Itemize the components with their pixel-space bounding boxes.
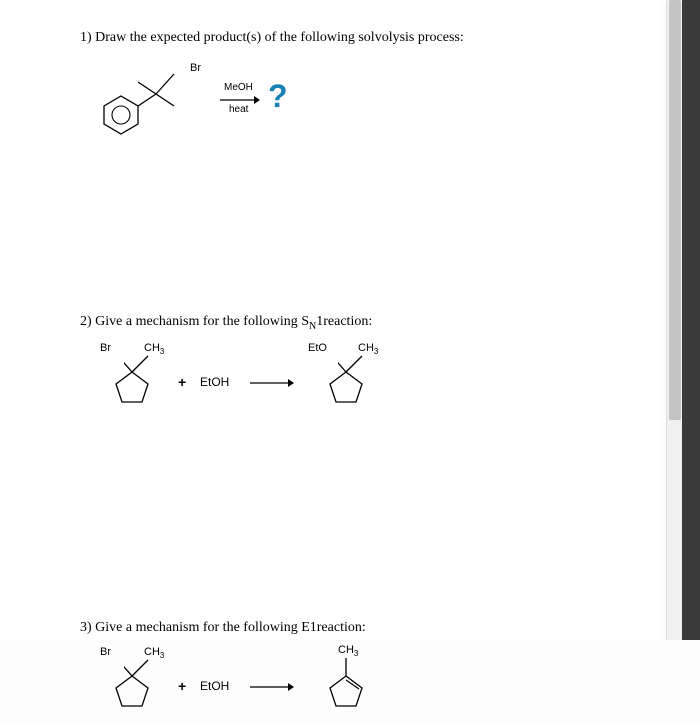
q2-right-ch3: CH3 [358, 342, 378, 356]
q3-left-br: Br [100, 646, 111, 658]
question-2-text: 2) Give a mechanism for the following SN… [80, 314, 620, 332]
page-content: 1) Draw the expected product(s) of the f… [0, 0, 660, 640]
q2-arrow [250, 378, 294, 388]
scrollbar-thumb[interactable] [669, 0, 681, 420]
q1-reagent-top: MeOH [224, 82, 253, 93]
question-mark: ? [268, 78, 288, 115]
q1-br-label: Br [190, 62, 201, 74]
q2-left-ch3: CH3 [144, 342, 164, 356]
vertical-scrollbar[interactable] [666, 0, 682, 640]
q1-bonds [136, 64, 196, 114]
q3-left-ch3: CH3 [144, 646, 164, 660]
q2-suffix: 1reaction: [316, 314, 372, 329]
q2-right-eto: EtO [308, 342, 327, 354]
q3-plus: + [178, 678, 186, 694]
question-2-diagram: Br CH3 + EtOH EtO CH3 [100, 340, 500, 420]
question-3-diagram: Br CH3 + EtOH CH3 [100, 644, 500, 724]
q3-arrow [250, 682, 294, 692]
q3-right-ring [328, 674, 364, 708]
q2-left-br: Br [100, 342, 111, 354]
q2-plus: + [178, 374, 186, 390]
q3-reagent: EtOH [200, 679, 229, 693]
q2-reagent: EtOH [200, 375, 229, 389]
q1-reagent-bottom: heat [229, 104, 248, 115]
right-gap [682, 0, 700, 640]
q3-right-ch3: CH3 [338, 644, 358, 658]
question-1-text: 1) Draw the expected product(s) of the f… [80, 30, 620, 46]
question-3-text: 3) Give a mechanism for the following E1… [80, 620, 620, 636]
q2-prefix: 2) Give a mechanism for the following S [80, 314, 309, 329]
question-1-diagram: Br MeOH heat ? [100, 54, 400, 154]
